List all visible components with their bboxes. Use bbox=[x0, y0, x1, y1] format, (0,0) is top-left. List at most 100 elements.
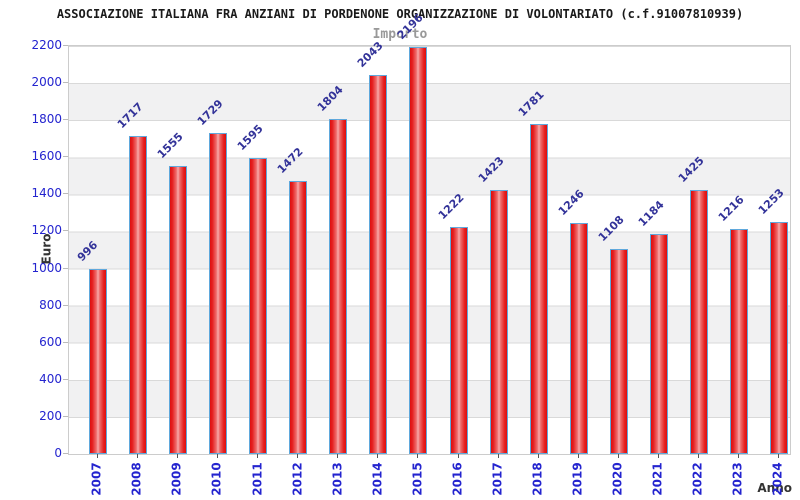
x-tick-label-text: 2011 bbox=[250, 462, 265, 496]
y-tick-mark bbox=[63, 45, 68, 46]
y-tick-label: 200 bbox=[39, 408, 62, 423]
x-tick-mark bbox=[257, 454, 259, 458]
y-tick-mark bbox=[63, 341, 68, 343]
x-tick-label: 2017 bbox=[490, 459, 506, 499]
x-tick-mark bbox=[577, 454, 579, 458]
bar-value-label: 1184 bbox=[635, 198, 667, 230]
bar-value-label: 1781 bbox=[515, 87, 547, 119]
x-tick-mark bbox=[337, 454, 339, 458]
x-tick-label: 2008 bbox=[129, 459, 145, 499]
bar-value-label: 1595 bbox=[235, 122, 266, 154]
x-tick-label: 2020 bbox=[610, 459, 626, 499]
bar bbox=[649, 234, 668, 454]
x-tick-label: 2019 bbox=[570, 459, 586, 499]
bar bbox=[769, 221, 788, 454]
bar-value-label: 1246 bbox=[555, 187, 587, 218]
bar bbox=[409, 46, 428, 454]
x-tick-label-text: 2020 bbox=[610, 462, 625, 496]
x-tick-mark bbox=[777, 454, 779, 458]
bar bbox=[129, 135, 148, 454]
plot-area: 996 1717 1555 1729 1595 1472 1804 2043 2196 1222 1… bbox=[68, 11, 791, 455]
bar bbox=[249, 158, 268, 454]
y-tick-mark bbox=[63, 156, 68, 158]
bar bbox=[369, 75, 388, 454]
y-tick-label: 1600 bbox=[31, 149, 62, 164]
y-tick-mark bbox=[63, 453, 68, 454]
bar-value-label: 1729 bbox=[194, 97, 226, 129]
bar bbox=[289, 181, 308, 454]
bar bbox=[689, 189, 708, 454]
x-tick-label-text: 2012 bbox=[290, 462, 305, 496]
x-tick-mark bbox=[297, 454, 299, 458]
bar-value-label: 1717 bbox=[114, 99, 146, 131]
x-tick-label: 2016 bbox=[450, 459, 466, 499]
y-axis-title: Euro bbox=[38, 45, 54, 453]
y-tick-mark bbox=[63, 193, 68, 195]
bar bbox=[209, 133, 228, 454]
x-tick-label-text: 2014 bbox=[370, 462, 385, 496]
x-tick-mark bbox=[537, 454, 539, 458]
x-tick-label: 2013 bbox=[329, 459, 345, 499]
x-tick-mark bbox=[137, 454, 139, 458]
x-tick-mark bbox=[217, 454, 219, 458]
y-tick-mark bbox=[63, 304, 68, 306]
x-tick-label: 2023 bbox=[730, 459, 746, 499]
y-tick-label: 400 bbox=[39, 371, 62, 386]
bar bbox=[329, 119, 348, 454]
x-tick-label-text: 2008 bbox=[130, 462, 145, 496]
x-tick-label: 2022 bbox=[690, 459, 706, 499]
y-tick-label: 600 bbox=[39, 334, 62, 349]
y-tick-label: 1800 bbox=[31, 112, 62, 127]
y-tick-label: 2200 bbox=[31, 38, 62, 52]
y-tick-mark bbox=[63, 119, 68, 121]
x-tick-label: 2007 bbox=[89, 459, 105, 499]
y-tick-mark bbox=[63, 230, 68, 232]
x-tick-label-text: 2017 bbox=[490, 462, 505, 496]
x-tick-label-text: 2010 bbox=[210, 462, 225, 496]
x-tick-label: 2024 bbox=[770, 459, 786, 499]
bar-value-label: 1472 bbox=[275, 145, 306, 177]
x-tick-mark bbox=[737, 454, 739, 458]
x-tick-label-text: 2019 bbox=[570, 462, 585, 496]
y-tick-label: 800 bbox=[39, 297, 62, 312]
x-tick-mark bbox=[457, 454, 459, 458]
x-tick-mark bbox=[417, 454, 419, 458]
bar bbox=[569, 222, 588, 454]
x-tick-label-text: 2018 bbox=[530, 462, 545, 496]
chart-subtitle: Importo bbox=[372, 27, 428, 42]
x-tick-label-text: 2023 bbox=[730, 462, 745, 496]
x-tick-label-text: 2009 bbox=[170, 462, 185, 496]
bar-value-label: 1555 bbox=[154, 129, 186, 161]
bar-value-label: 1222 bbox=[435, 191, 467, 223]
y-tick-label: 1200 bbox=[31, 223, 62, 238]
bar bbox=[729, 228, 748, 454]
x-tick-mark bbox=[377, 454, 379, 458]
x-tick-label: 2015 bbox=[409, 459, 425, 499]
bar-value-label: 1423 bbox=[475, 154, 507, 186]
x-tick-label: 2009 bbox=[169, 459, 185, 499]
y-tick-mark bbox=[63, 415, 68, 417]
x-tick-mark bbox=[177, 454, 179, 458]
bar-value-label: 1425 bbox=[675, 153, 707, 185]
x-tick-label: 2018 bbox=[530, 459, 546, 499]
bar-value-label: 1253 bbox=[755, 185, 787, 217]
chart-title: ASSOCIAZIONE ITALIANA FRA ANZIANI DI POR… bbox=[56, 7, 744, 21]
bar-value-label: 2043 bbox=[355, 39, 387, 71]
x-tick-label-text: 2022 bbox=[690, 462, 705, 496]
x-tick-label: 2012 bbox=[289, 459, 305, 499]
x-tick-mark bbox=[657, 454, 659, 458]
bar bbox=[169, 165, 188, 454]
y-tick-label: 2000 bbox=[31, 75, 62, 90]
x-tick-label-text: 2015 bbox=[410, 462, 425, 496]
x-tick-label: 2014 bbox=[369, 459, 385, 499]
bar-value-label: 996 bbox=[74, 238, 101, 265]
y-tick-label: 0 bbox=[54, 446, 62, 460]
bar bbox=[609, 248, 628, 454]
x-tick-label-text: 2024 bbox=[770, 462, 785, 496]
x-tick-label-text: 2007 bbox=[90, 462, 104, 496]
y-tick-label: 1000 bbox=[31, 260, 62, 275]
bar bbox=[89, 269, 107, 454]
x-tick-label: 2010 bbox=[209, 459, 225, 499]
x-tick-label-text: 2016 bbox=[450, 462, 465, 496]
